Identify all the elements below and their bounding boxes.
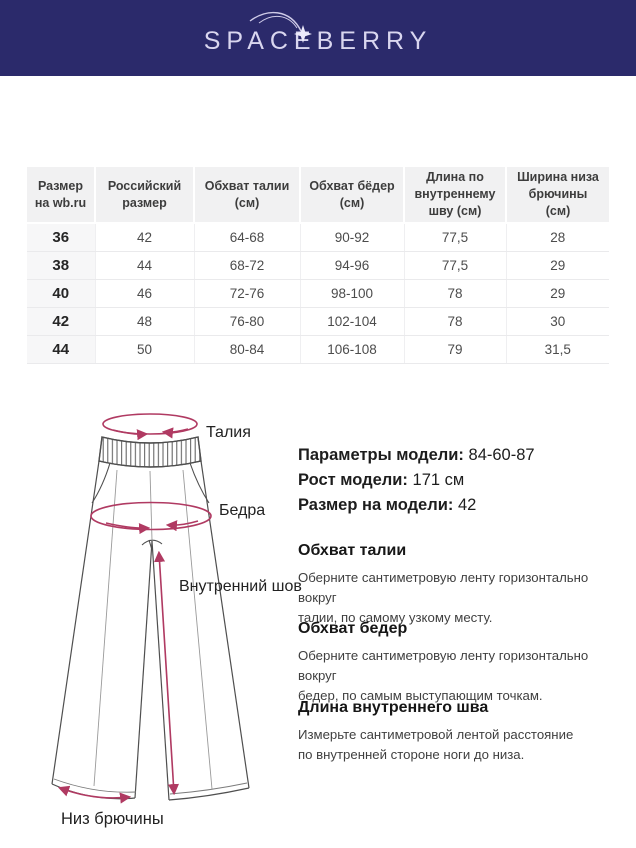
pants-diagram [51,413,250,804]
table-cell: 40 [27,279,96,308]
table-cell: 29 [506,251,609,280]
table-cell: 46 [95,279,195,308]
table-cell: 30 [506,307,609,336]
table-cell: 44 [27,335,96,364]
table-cell: 98-100 [300,279,405,308]
table-cell: 94-96 [300,251,405,280]
model-height-label: Рост модели: [298,471,408,489]
model-height-line: Рост модели: 171 см [298,468,535,493]
table-header-cell: Размер на wb.ru [27,167,96,224]
table-header-cell: Ширина низа брючины (см) [506,167,609,224]
table-cell: 64-68 [194,223,301,252]
table-cell: 77,5 [404,251,507,280]
table-cell: 77,5 [404,223,507,252]
table-cell: 102-104 [300,307,405,336]
section-hips: Обхват бедер Оберните сантиметровую лент… [298,620,618,706]
section-hips-text: Оберните сантиметровую ленту горизонталь… [298,648,589,703]
table-cell: 90-92 [300,223,405,252]
table-header-cell: Российский размер [95,167,195,224]
model-height-value: 171 см [412,471,465,489]
hip-measure-ellipse [90,501,212,531]
pants-outline [51,436,250,801]
model-size-line: Размер на модели: 42 [298,493,535,518]
waist-label: Талия [206,424,251,441]
table-cell: 80-84 [194,335,301,364]
model-size-value: 42 [457,496,477,514]
table-cell: 29 [506,279,609,308]
size-table: Размер на wb.ru Российский размер Обхват… [27,167,609,364]
table-cell: 72-76 [194,279,301,308]
table-row: 36 42 64-68 90-92 77,5 28 [27,223,609,252]
table-cell: 78 [404,279,507,308]
table-cell: 31,5 [506,335,609,364]
table-cell: 42 [95,223,195,252]
table-cell: 44 [95,251,195,280]
table-row: 40 46 72-76 98-100 78 29 [27,279,609,308]
table-cell: 76-80 [194,307,301,336]
table-cell: 48 [95,307,195,336]
section-waist-title: Обхват талии [298,542,407,559]
section-hips-title: Обхват бедер [298,620,408,637]
table-row: 44 50 80-84 106-108 79 31,5 [27,335,609,364]
table-cell: 42 [27,307,96,336]
table-header-cell: Обхват талии (см) [194,167,301,224]
table-cell: 28 [506,223,609,252]
waist-measure-ellipse [102,413,198,435]
table-header-cell: Обхват бёдер (см) [300,167,405,224]
section-inseam-text: Измерьте сантиметровой лентой расстояние… [298,727,574,762]
table-header-row: Размер на wb.ru Российский размер Обхват… [27,167,609,224]
brand-header: SPACEBERRY [0,0,636,76]
section-inseam-title: Длина внутреннего шва [298,699,489,716]
inseam-label: Внутренний шов [179,578,302,595]
section-waist: Обхват талии Оберните сантиметровую лент… [298,542,618,628]
inseam-measure-line [153,550,180,796]
model-info: Параметры модели: 84-60-87 Рост модели: … [298,443,535,518]
table-header-cell: Длина по внутреннему шву (см) [404,167,507,224]
section-waist-text: Оберните сантиметровую ленту горизонталь… [298,570,589,625]
model-params-line: Параметры модели: 84-60-87 [298,443,535,468]
table-cell: 106-108 [300,335,405,364]
measure-annotations [57,413,212,804]
model-params-value: 84-60-87 [468,446,535,464]
model-size-label: Размер на модели: [298,496,454,514]
table-cell: 78 [404,307,507,336]
table-cell: 36 [27,223,96,252]
table-row: 42 48 76-80 102-104 78 30 [27,307,609,336]
hips-label: Бедра [219,502,266,519]
hem-label: Низ брючины [61,810,164,828]
brand-logo-text: SPACEBERRY [203,26,433,55]
table-cell: 50 [95,335,195,364]
section-inseam: Длина внутреннего шва Измерьте сантиметр… [298,699,618,765]
table-row: 38 44 68-72 94-96 77,5 29 [27,251,609,280]
table-cell: 79 [404,335,507,364]
pants-crease-lines [93,469,213,790]
table-cell: 38 [27,251,96,280]
hem-measure-arrow [57,785,132,804]
table-cell: 68-72 [194,251,301,280]
model-params-label: Параметры модели: [298,446,464,464]
